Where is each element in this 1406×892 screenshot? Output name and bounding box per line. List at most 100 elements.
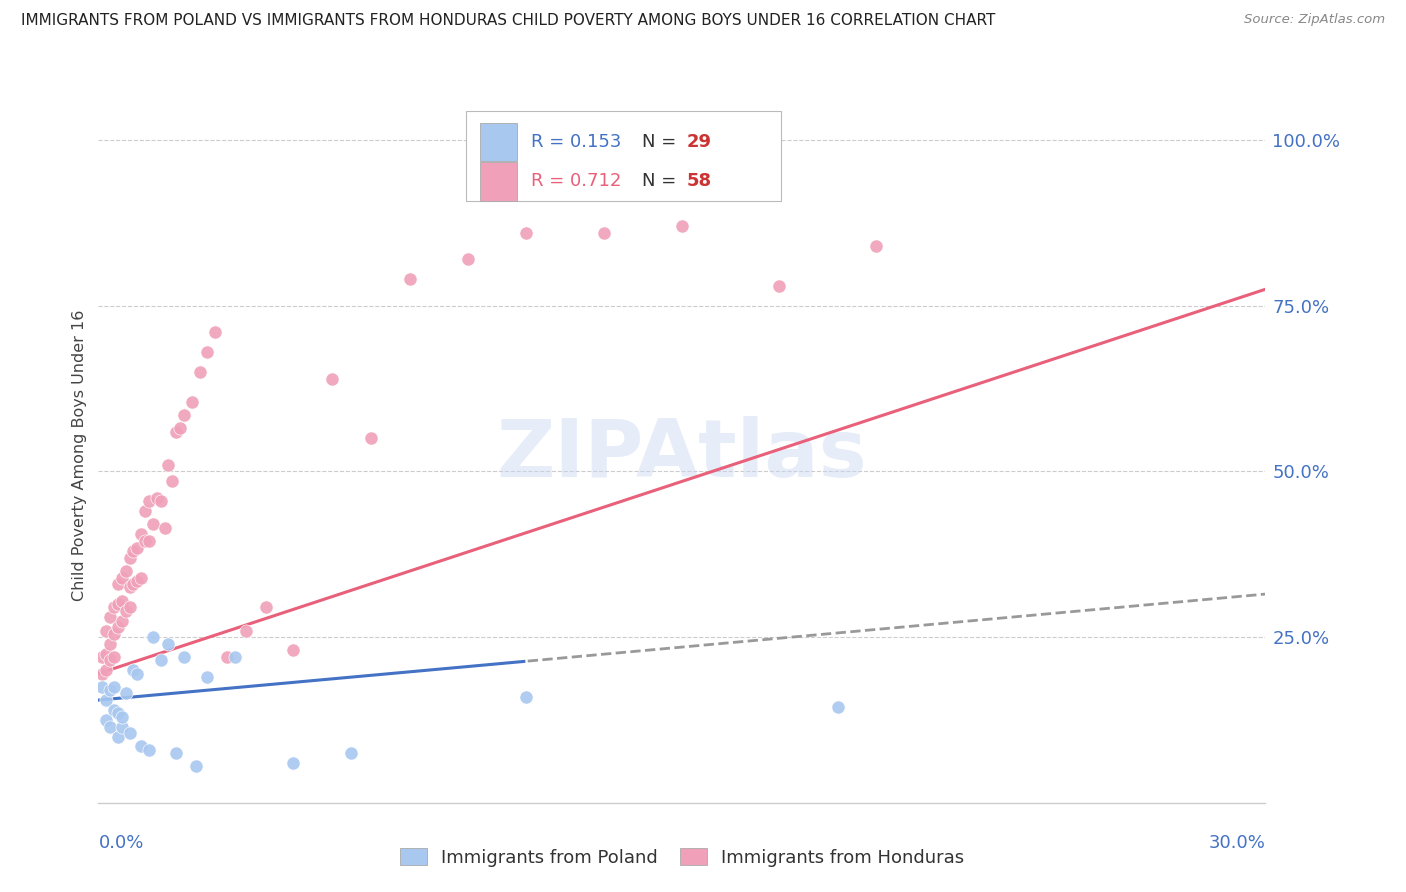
Point [195,345,218,359]
FancyBboxPatch shape [479,123,517,161]
Point [169,421,191,435]
Legend: Immigrants from Poland, Immigrants from Honduras: Immigrants from Poland, Immigrants from … [392,840,972,874]
Point [122,544,145,558]
Point [91,680,114,694]
Point [195,670,218,684]
Point [593,226,616,240]
Point [96,713,118,727]
Y-axis label: Child Poverty Among Boys Under 16: Child Poverty Among Boys Under 16 [72,310,87,600]
Point [153,521,176,535]
Point [134,504,156,518]
Point [127,541,149,555]
Point [165,425,187,439]
Point [157,458,180,472]
Point [103,627,125,641]
Point [321,372,343,386]
Point [138,494,160,508]
Point [254,600,277,615]
Point [129,739,152,754]
Point [281,643,304,657]
FancyBboxPatch shape [465,111,782,201]
Point [129,570,152,584]
Point [118,600,141,615]
Point [107,706,129,721]
Point [149,653,172,667]
Point [768,279,790,293]
Point [360,431,382,445]
Text: Source: ZipAtlas.com: Source: ZipAtlas.com [1244,13,1385,27]
Point [98,610,121,624]
Point [118,726,141,740]
Point [96,624,118,638]
Point [96,647,118,661]
Point [129,527,152,541]
Point [107,620,129,634]
Point [142,517,165,532]
Point [173,408,195,422]
Text: 58: 58 [686,172,711,191]
Point [103,680,125,694]
Point [114,604,136,618]
Point [107,577,129,591]
Point [281,756,304,770]
Text: IMMIGRANTS FROM POLAND VS IMMIGRANTS FROM HONDURAS CHILD POVERTY AMONG BOYS UNDE: IMMIGRANTS FROM POLAND VS IMMIGRANTS FRO… [21,13,995,29]
Point [111,720,134,734]
Point [98,683,121,698]
Point [224,650,246,665]
Point [91,650,114,665]
Point [138,743,160,757]
Point [173,650,195,665]
Point [157,637,180,651]
Point [671,219,693,234]
Point [103,650,125,665]
Point [111,570,134,584]
Point [127,666,149,681]
Text: N =: N = [643,172,676,191]
Point [114,686,136,700]
Point [215,650,238,665]
Point [235,624,257,638]
Point [165,746,187,760]
Point [98,720,121,734]
Point [114,564,136,578]
Point [107,730,129,744]
Text: R = 0.153: R = 0.153 [531,133,621,151]
Point [111,614,134,628]
Point [118,581,141,595]
Point [103,600,125,615]
Point [127,574,149,588]
Point [103,703,125,717]
Point [134,534,156,549]
Point [96,693,118,707]
Point [204,326,226,340]
Point [111,593,134,607]
Point [107,597,129,611]
FancyBboxPatch shape [479,162,517,201]
Point [515,690,537,704]
Text: R = 0.712: R = 0.712 [531,172,621,191]
Point [865,239,887,253]
Point [98,653,121,667]
Point [98,637,121,651]
Text: 0.0%: 0.0% [98,834,143,852]
Text: ZIPAtlas: ZIPAtlas [496,416,868,494]
Point [122,577,145,591]
Text: 29: 29 [686,133,711,151]
Point [340,746,363,760]
Point [142,630,165,644]
Point [184,759,207,773]
Point [180,395,202,409]
Point [515,226,537,240]
Point [398,272,420,286]
Point [111,709,134,723]
Text: N =: N = [643,133,676,151]
Text: 30.0%: 30.0% [1209,834,1265,852]
Point [146,491,169,505]
Point [122,663,145,677]
Point [827,699,849,714]
Point [188,365,211,379]
Point [118,550,141,565]
Point [457,252,479,267]
Point [138,534,160,549]
Point [96,663,118,677]
